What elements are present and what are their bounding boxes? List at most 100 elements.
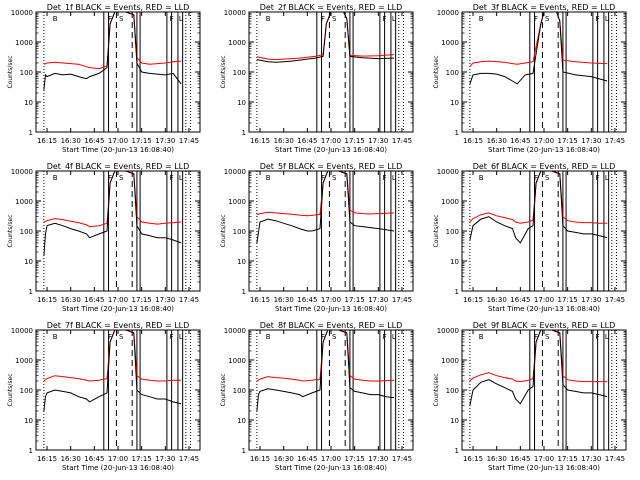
panel-6: Det_6f BLACK = Events, RED = LLD 1 10 100 10… xyxy=(433,162,627,313)
y-tick-label: 100 xyxy=(446,69,459,77)
marker-label: S xyxy=(545,174,550,182)
marker-label: S xyxy=(545,15,550,23)
marker-label: S xyxy=(332,333,337,341)
marker-label: L xyxy=(179,174,183,182)
x-tick-label: 16:30 xyxy=(274,137,294,145)
y-tick-label: 1000 xyxy=(15,198,33,206)
y-tick-label: 1 xyxy=(29,129,33,137)
x-tick-label: 16:15 xyxy=(37,455,57,463)
series-group xyxy=(256,12,395,63)
marker-label: B xyxy=(53,333,58,341)
marker-label: F xyxy=(534,333,538,341)
y-tick-label: 100 xyxy=(233,387,246,395)
x-tick-label: 16:15 xyxy=(250,296,270,304)
x-tick-label: 16:30 xyxy=(61,296,81,304)
x-tick-label: 17:30 xyxy=(581,137,601,145)
y-tick-label: 10000 xyxy=(224,9,246,17)
x-tick-label: 16:45 xyxy=(84,296,104,304)
x-tick-label: 17:15 xyxy=(558,455,578,463)
y-tick-label: 10 xyxy=(237,99,246,107)
marker-label: F xyxy=(108,333,112,341)
x-axis-label: Start Time (20-Jun-13 16:08:40) xyxy=(62,146,174,154)
x-tick-label: 16:30 xyxy=(487,137,507,145)
x-tick-label: 16:30 xyxy=(487,455,507,463)
panel-9: Det_9f BLACK = Events, RED = LLD 1 10 100 10… xyxy=(433,321,627,472)
events-series-line xyxy=(256,171,395,243)
x-tick-label: 16:30 xyxy=(274,455,294,463)
x-tick-label: 17:45 xyxy=(179,296,199,304)
x-tick-label: 17:30 xyxy=(368,137,388,145)
x-tick-label: 17:45 xyxy=(179,137,199,145)
x-tick-label: 16:45 xyxy=(297,137,317,145)
x-axis-label: Start Time (20-Jun-13 16:08:40) xyxy=(488,305,600,313)
panel-title: Det_7f BLACK = Events, RED = LLD xyxy=(47,321,190,330)
y-tick-label: 100 xyxy=(20,69,33,77)
y-tick-label: 10 xyxy=(24,258,33,266)
y-tick-label: 10000 xyxy=(437,9,459,17)
y-tick-label: 1000 xyxy=(228,198,246,206)
y-tick-label: 100 xyxy=(20,228,33,236)
marker-lines xyxy=(43,12,192,132)
x-tick-label: 16:30 xyxy=(61,455,81,463)
x-tick-label: 17:45 xyxy=(392,137,412,145)
y-tick-label: 100 xyxy=(233,228,246,236)
y-tick-label: 10000 xyxy=(11,168,33,176)
x-tick-label: 17:45 xyxy=(392,455,412,463)
x-tick-label: 17:00 xyxy=(321,455,341,463)
y-tick-label: 1000 xyxy=(15,39,33,47)
y-tick-label: 1000 xyxy=(228,39,246,47)
panel-title: Det_6f BLACK = Events, RED = LLD xyxy=(473,162,616,171)
panel-7: Det_7f BLACK = Events, RED = LLD 1 10 100 10… xyxy=(7,321,201,472)
marker-label: F xyxy=(534,174,538,182)
y-tick-label: 10 xyxy=(450,99,459,107)
marker-label: B xyxy=(479,174,484,182)
marker-label: L xyxy=(392,333,396,341)
series-group xyxy=(43,12,182,91)
events-series-line xyxy=(43,171,182,256)
marker-label: F xyxy=(382,174,386,182)
marker-label: L xyxy=(605,15,609,23)
marker-label: S xyxy=(545,333,550,341)
y-tick-label: 10 xyxy=(24,417,33,425)
x-tick-label: 17:15 xyxy=(132,137,152,145)
lld-series-line xyxy=(469,12,608,68)
x-tick-label: 17:30 xyxy=(368,455,388,463)
x-axis-label: Start Time (20-Jun-13 16:08:40) xyxy=(275,146,387,154)
panel-title: Det_2f BLACK = Events, RED = LLD xyxy=(260,3,403,12)
x-tick-label: 17:30 xyxy=(155,137,175,145)
marker-lines xyxy=(43,330,192,450)
x-tick-label: 17:00 xyxy=(321,296,341,304)
x-tick-label: 17:45 xyxy=(392,296,412,304)
x-tick-label: 17:00 xyxy=(108,296,128,304)
panel-4: Det_4f BLACK = Events, RED = LLD 1 10 100 10… xyxy=(7,162,201,313)
x-tick-label: 16:15 xyxy=(463,455,483,463)
marker-label: B xyxy=(53,15,58,23)
y-tick-label: 1 xyxy=(455,288,459,296)
panel-2: Det_2f BLACK = Events, RED = LLD 1 10 100 10… xyxy=(220,3,414,154)
y-tick-label: 10 xyxy=(237,417,246,425)
y-axis-label: Counts/sec xyxy=(433,55,440,88)
y-tick-label: 1000 xyxy=(441,198,459,206)
y-axis-label: Counts/sec xyxy=(220,55,227,88)
panel-title: Det_9f BLACK = Events, RED = LLD xyxy=(473,321,616,330)
marker-label: L xyxy=(179,333,183,341)
series-group xyxy=(469,330,608,406)
x-tick-label: 17:30 xyxy=(368,296,388,304)
panel-1: Det_1f BLACK = Events, RED = LLD 1 10 100 10… xyxy=(7,3,201,154)
y-tick-label: 1000 xyxy=(15,357,33,365)
marker-label: B xyxy=(53,174,58,182)
y-tick-label: 100 xyxy=(446,228,459,236)
x-tick-label: 17:30 xyxy=(155,296,175,304)
y-tick-label: 100 xyxy=(20,387,33,395)
panel-title: Det_1f BLACK = Events, RED = LLD xyxy=(47,3,190,12)
marker-label: L xyxy=(179,15,183,23)
marker-label: S xyxy=(332,15,337,23)
panel-title: Det_8f BLACK = Events, RED = LLD xyxy=(260,321,403,330)
x-tick-label: 16:15 xyxy=(250,137,270,145)
x-tick-label: 17:45 xyxy=(179,455,199,463)
x-tick-label: 17:00 xyxy=(321,137,341,145)
y-tick-label: 10 xyxy=(450,258,459,266)
x-tick-label: 16:45 xyxy=(510,296,530,304)
marker-label: F xyxy=(169,174,173,182)
